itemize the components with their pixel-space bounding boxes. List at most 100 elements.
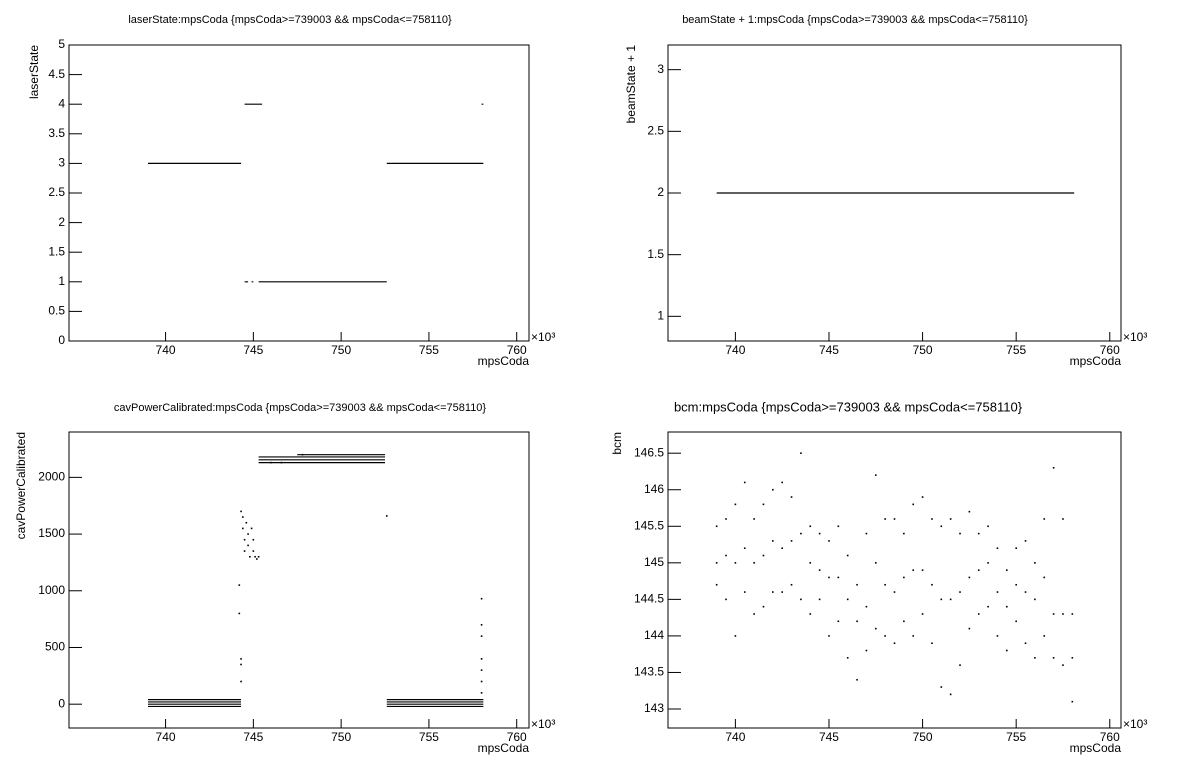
data-point (480, 658, 483, 660)
data-point (1015, 620, 1017, 623)
x-tick-label: 745 (243, 343, 263, 357)
data-point (252, 550, 255, 552)
data-point (837, 620, 840, 623)
data-point (715, 562, 718, 564)
data-point (874, 562, 877, 564)
x-axis-title: mpsCoda (478, 354, 530, 368)
data-point (931, 642, 933, 645)
data-point (987, 525, 989, 528)
data-point (1071, 700, 1074, 703)
data-point (940, 598, 943, 601)
data-point (238, 584, 241, 586)
x-tick-label: 750 (913, 730, 933, 744)
data-point (480, 597, 483, 600)
data-point (912, 569, 915, 571)
data-point (480, 680, 483, 683)
x-tick-label: 740 (725, 343, 745, 357)
y-tick-label: 0.5 (48, 304, 65, 318)
y-tick-label: 145.5 (634, 518, 664, 532)
data-point (243, 538, 246, 541)
data-point (1052, 613, 1055, 615)
data-point (931, 518, 933, 520)
x-axis-title: mpsCoda (1070, 354, 1122, 368)
x-tick-label: 750 (913, 343, 933, 357)
data-point (828, 576, 830, 579)
x-tick-label: 755 (419, 343, 439, 357)
data-point (240, 510, 242, 513)
data-point (762, 554, 765, 557)
data-point (1024, 540, 1027, 542)
data-point (385, 515, 388, 517)
y-tick-label: 144.5 (634, 592, 664, 606)
data-point (977, 569, 980, 571)
data-point (480, 623, 483, 626)
data-point (753, 613, 755, 615)
y-axis-title: cavPowerCalibrated (14, 432, 28, 539)
data-point (921, 569, 924, 571)
data-point (940, 525, 943, 528)
data-point (921, 496, 924, 498)
y-tick-label: 146 (644, 482, 664, 496)
data-point (762, 605, 765, 608)
data-point (912, 503, 915, 506)
data-point (252, 538, 255, 541)
y-tick-label: 2000 (38, 470, 65, 484)
data-point (1052, 467, 1055, 469)
data-point (800, 598, 802, 601)
data-point (734, 562, 737, 564)
data-point (800, 532, 802, 535)
data-point (1052, 657, 1055, 659)
data-point (949, 518, 952, 520)
x-tick-label: 740 (156, 343, 176, 357)
x-tick-label: 740 (156, 730, 176, 744)
data-point (753, 562, 755, 564)
data-point (828, 635, 830, 637)
data-point (725, 518, 727, 520)
data-point (884, 635, 886, 637)
data-point (1034, 598, 1036, 601)
data-point (846, 657, 849, 659)
x-tick-label: 755 (1006, 730, 1026, 744)
data-point (903, 576, 905, 579)
data-point (257, 555, 260, 558)
chart-title: laserState:mpsCoda {mpsCoda>=739003 && m… (128, 14, 452, 26)
data-point (903, 620, 905, 623)
data-point (715, 583, 718, 586)
plot-frame (667, 431, 1122, 729)
y-tick-label: 1000 (38, 583, 65, 597)
data-point (781, 591, 783, 593)
x-tick-label: 760 (507, 730, 527, 744)
data-point (715, 525, 718, 528)
data-point (1043, 635, 1046, 637)
data-point (1071, 657, 1074, 659)
data-point (818, 569, 821, 571)
x-tick-label: 740 (725, 730, 745, 744)
data-point (874, 474, 877, 476)
plot-frame (68, 431, 530, 729)
data-point (968, 627, 971, 630)
y-tick-label: 145 (644, 555, 664, 569)
data-point (1006, 649, 1008, 652)
data-point (254, 555, 256, 558)
data-point (893, 642, 896, 645)
data-point (249, 555, 251, 558)
data-point (781, 481, 783, 484)
data-point (743, 481, 746, 484)
y-tick-label: 143.5 (634, 665, 664, 679)
data-point (790, 583, 793, 586)
y-tick-label: 143 (644, 701, 664, 715)
y-axis-title: laserState (27, 45, 41, 99)
x-tick-label: 745 (819, 343, 839, 357)
x-tick-label: 745 (819, 730, 839, 744)
data-point (1034, 562, 1036, 564)
data-point (856, 620, 858, 623)
data-point (856, 583, 858, 586)
data-point (790, 540, 793, 542)
x-multiplier: ×10³ (1123, 717, 1147, 731)
y-tick-label: 2 (58, 215, 65, 229)
x-tick-label: 750 (331, 343, 351, 357)
data-point (893, 518, 896, 520)
data-point (800, 452, 802, 454)
data-point (1024, 642, 1027, 645)
